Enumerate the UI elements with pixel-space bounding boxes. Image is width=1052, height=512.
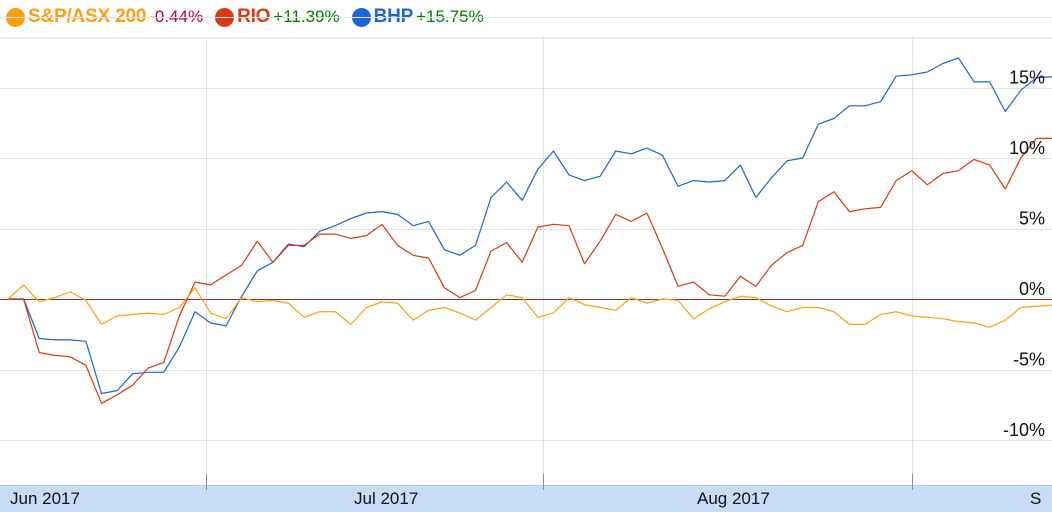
chart-axis-labels: 15% 10% 5% 0% -5% -10% Jun 2017 Jul 2017 Aug 201… [10,68,1045,509]
chart-series-lines [7,57,1052,404]
y-tick-label: 5% [1019,209,1045,229]
chart-gridlines [0,17,1052,485]
legend-asx200-name: S&P/ASX 200 [28,6,147,27]
series-line-s-p-asx-200 [7,284,1052,328]
legend-bhp-change: +15.75% [416,7,484,26]
legend-rio-change: +11.39% [273,7,340,26]
x-month-label: Jun 2017 [10,489,80,508]
x-month-label: S [1030,489,1041,508]
y-tick-label: -5% [1013,350,1045,370]
time-axis-background [0,485,1052,512]
x-month-label: Jul 2017 [354,489,418,508]
legend-item-asx200[interactable]: S&P/ASX 200 -0.44% [0,6,203,28]
y-tick-label: -10% [1003,420,1045,440]
legend-rio-name: RIO [237,6,271,27]
time-axis-band[interactable] [0,474,1052,512]
y-tick-label: 10% [1009,138,1045,158]
x-month-label: Aug 2017 [697,489,770,508]
legend-asx200-change: -0.44% [149,7,204,26]
y-tick-label: 15% [1009,68,1045,88]
series-line-bhp [8,57,1052,395]
legend-bhp-name: BHP [373,6,414,27]
series-line-rio [8,137,1052,404]
y-tick-label: 0% [1019,279,1045,299]
